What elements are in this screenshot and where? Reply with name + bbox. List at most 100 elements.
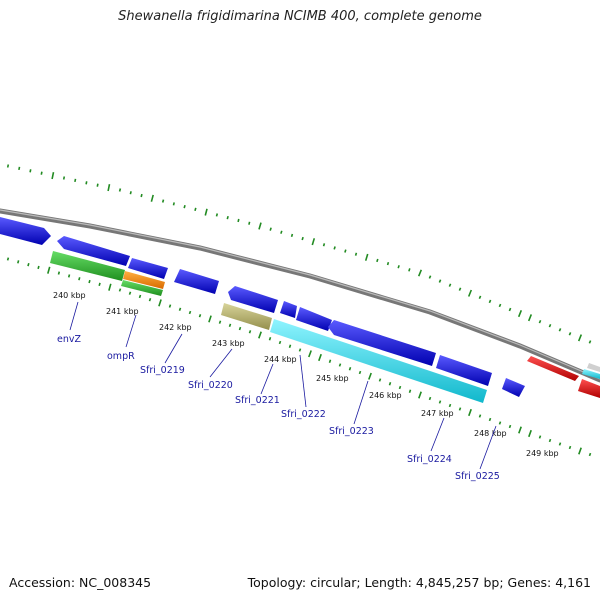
scale-tick (29, 169, 32, 173)
scale-tick (108, 283, 112, 291)
gene-arrow[interactable] (296, 307, 332, 331)
scale-label: 240 kbp (53, 291, 86, 300)
scale-tick (47, 266, 51, 274)
scale-tick (386, 261, 390, 266)
scale-tick (408, 268, 411, 272)
scale-tick (458, 407, 462, 411)
scale-tick (215, 213, 219, 217)
gene-label-sfri-0223[interactable]: Sfri_0223 (329, 426, 374, 437)
gene-arrow[interactable] (328, 320, 436, 366)
leader-line (479, 425, 497, 470)
scale-tick (40, 171, 43, 175)
gene-arrow[interactable] (587, 363, 600, 372)
gene-arrow[interactable] (578, 379, 600, 398)
leader-line (260, 363, 274, 395)
gene-arrow[interactable] (121, 280, 163, 296)
scale-tick (318, 353, 322, 362)
third-row-genes (50, 251, 487, 403)
scale-tick (208, 315, 212, 323)
scale-tick (308, 350, 312, 358)
topology-text: Topology: circular; Length: 4,845,257 bp… (247, 575, 591, 590)
gene-arrow[interactable] (228, 286, 278, 313)
gene-arrow[interactable] (502, 378, 525, 397)
gene-label-envZ[interactable]: envZ (57, 334, 81, 345)
scale-tick (577, 334, 583, 342)
scale-tick (368, 372, 372, 380)
scale-tick (198, 314, 202, 318)
scale-tick (328, 359, 332, 363)
scale-tick (150, 194, 154, 202)
accession-text: Accession: NC_008345 (9, 575, 152, 590)
gene-label-sfri-0222[interactable]: Sfri_0222 (281, 409, 326, 420)
scale-tick (226, 215, 229, 220)
scale-label: 241 kbp (106, 307, 139, 316)
scale-tick (67, 274, 71, 278)
scale-tick (98, 282, 101, 287)
scale-tick (178, 307, 182, 311)
scale-tick (428, 396, 432, 401)
scale-tick (498, 421, 502, 425)
gene-arrow-envZ[interactable] (57, 236, 130, 266)
gene-arrow[interactable] (436, 355, 492, 386)
gene-arrow[interactable] (270, 319, 487, 403)
gene-arrow-ompR[interactable] (50, 251, 125, 281)
scale-tick (438, 279, 442, 283)
gene-arrow[interactable] (582, 369, 600, 379)
scale-tick (62, 176, 66, 180)
scale-tick (6, 164, 10, 168)
scale-tick (358, 370, 362, 375)
scale-tick (478, 295, 482, 300)
scale-tick (517, 310, 523, 318)
forward-strand-genes (0, 217, 600, 381)
scale-tick (148, 297, 152, 302)
gene-label-sfri-0225[interactable]: Sfri_0225 (455, 471, 500, 482)
scale-tick (568, 332, 572, 336)
scale-tick (398, 385, 402, 390)
gene-label-sfri-0219[interactable]: Sfri_0219 (140, 365, 185, 376)
scale-tick (488, 417, 492, 422)
genome-backbone (0, 208, 600, 383)
scale-tick (158, 299, 162, 307)
scale-tick (88, 279, 91, 284)
scale-tick (161, 199, 165, 203)
scale-label: 249 kbp (526, 449, 559, 458)
gene-arrow[interactable] (221, 303, 272, 330)
scale-tick (538, 435, 542, 439)
scale-tick (417, 269, 423, 277)
scale-tick (17, 260, 20, 264)
leader-line (164, 333, 183, 364)
gene-arrow[interactable] (0, 217, 51, 245)
scale-tick (528, 429, 532, 438)
gene-label-sfri-0224[interactable]: Sfri_0224 (407, 454, 452, 465)
scale-tick (438, 400, 442, 404)
scale-tick (548, 438, 552, 443)
leader-line (209, 348, 233, 378)
gene-label-ompR[interactable]: ompR (107, 351, 135, 362)
scale-tick (278, 340, 282, 345)
reverse-strand-genes (57, 236, 600, 398)
scale-tick (298, 348, 302, 352)
gene-arrow[interactable] (527, 356, 579, 381)
scale-tick (418, 391, 422, 399)
gene-arrow[interactable] (128, 258, 168, 279)
scale-tick (258, 331, 262, 339)
scale-tick (57, 271, 61, 275)
gene-label-sfri-0221[interactable]: Sfri_0221 (235, 395, 280, 406)
scale-tick (568, 445, 572, 450)
scale-tick (538, 319, 542, 324)
scale-labels: 240 kbp 241 kbp 242 kbp 243 kbp 244 kbp … (53, 291, 559, 458)
scale-tick (138, 294, 142, 299)
scale-tick (258, 222, 262, 230)
scale-tick (248, 330, 252, 334)
scale-tick (168, 304, 172, 308)
gene-arrow[interactable] (174, 269, 219, 294)
scale-tick (408, 389, 412, 393)
scale-tick (448, 403, 452, 408)
scale-tick (397, 265, 400, 269)
scale-label: 243 kbp (212, 339, 245, 348)
scale-tick (301, 236, 304, 241)
gene-arrow[interactable] (280, 301, 297, 318)
gene-label-sfri-0220[interactable]: Sfri_0220 (188, 380, 233, 391)
scale-tick (194, 207, 197, 212)
gene-arrow[interactable] (123, 271, 165, 289)
